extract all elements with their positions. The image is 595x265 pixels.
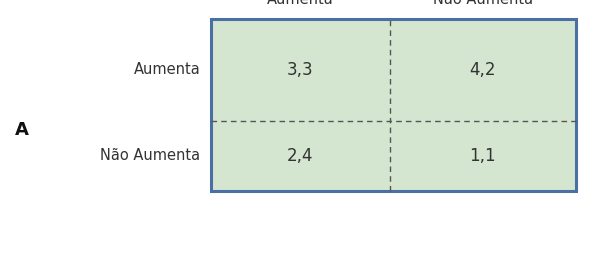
Text: Aumenta: Aumenta bbox=[134, 62, 201, 77]
Text: Não Aumenta: Não Aumenta bbox=[101, 148, 201, 163]
Text: 2,4: 2,4 bbox=[287, 147, 314, 165]
Text: 3,3: 3,3 bbox=[287, 61, 314, 78]
Text: 4,2: 4,2 bbox=[469, 61, 496, 78]
Text: A: A bbox=[15, 121, 29, 139]
Bar bbox=[211, 19, 576, 191]
Text: Aumenta: Aumenta bbox=[267, 0, 334, 7]
Text: 1,1: 1,1 bbox=[469, 147, 496, 165]
Text: Não Aumenta: Não Aumenta bbox=[433, 0, 533, 7]
